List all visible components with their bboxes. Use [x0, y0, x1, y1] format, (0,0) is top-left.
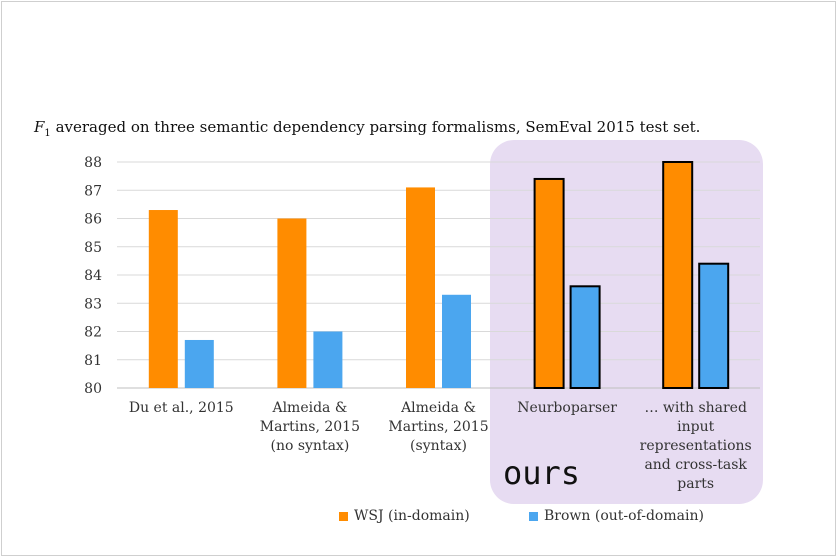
brown-bar	[184, 339, 214, 388]
title-text: averaged on three semantic dependency pa…	[50, 118, 701, 136]
x-category-label: Neurboparser	[517, 400, 617, 416]
legend-swatch-wsj	[339, 511, 348, 521]
legend-label-brown: Brown (out-of-domain)	[544, 508, 704, 524]
title-f-subscript: 1	[44, 128, 51, 139]
wsj-bar	[148, 210, 178, 388]
y-tick-label: 80	[84, 381, 102, 397]
x-category-label: Du et al., 2015	[128, 400, 234, 416]
legend-item-wsj: WSJ (in-domain)	[339, 508, 470, 524]
wsj-bar	[662, 161, 694, 389]
wsj-bar	[533, 177, 565, 389]
y-tick-label: 85	[84, 240, 102, 256]
wsj-bar	[277, 218, 307, 388]
chart-title: F1 averaged on three semantic dependency…	[34, 118, 700, 139]
legend-swatch-brown	[529, 511, 538, 521]
title-f-var: F	[34, 118, 45, 136]
brown-bar	[442, 294, 471, 388]
y-tick-label: 83	[84, 296, 102, 312]
y-tick-label: 88	[84, 155, 102, 171]
legend-item-brown: Brown (out-of-domain)	[529, 508, 704, 524]
brown-bar	[313, 331, 343, 388]
ours-label: ours	[503, 454, 581, 492]
legend-label-wsj: WSJ (in-domain)	[354, 508, 470, 524]
y-tick-label: 87	[84, 183, 102, 199]
y-tick-label: 82	[84, 325, 102, 341]
x-category-label: Almeida & Martins, 2015 (no syntax)	[259, 400, 360, 454]
wsj-bar	[406, 187, 435, 388]
x-category-label: Almeida & Martins, 2015 (syntax)	[388, 400, 489, 454]
brown-bar	[698, 262, 730, 390]
y-tick-label: 86	[84, 212, 102, 228]
y-tick-label: 84	[84, 268, 102, 284]
x-category-label: … with shared input representations and …	[639, 400, 752, 492]
y-tick-label: 81	[84, 353, 102, 369]
brown-bar	[569, 285, 601, 389]
